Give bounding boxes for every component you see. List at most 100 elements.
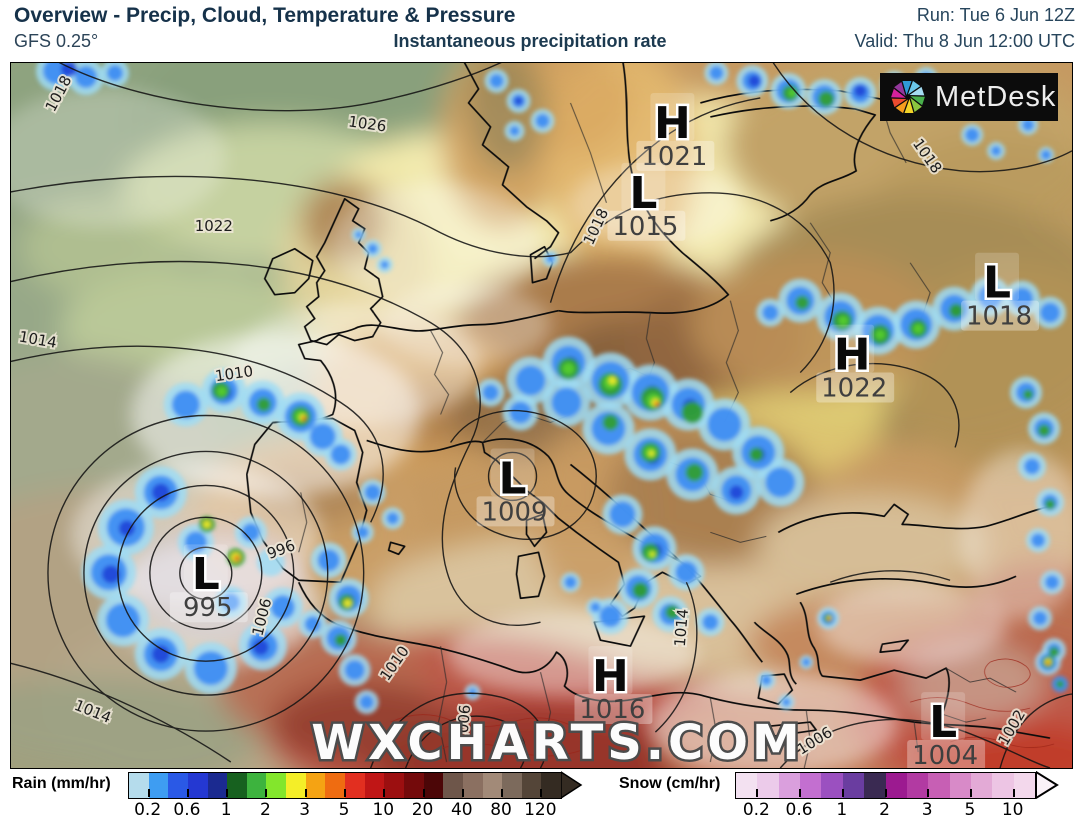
snow-tick-mark [884, 789, 887, 797]
rain-tick-label: 1 [220, 800, 232, 820]
rain-bar [128, 772, 562, 799]
snow-ticks: 0.2 0.6 1 2 3 5 10 [735, 800, 1034, 826]
rain-arrow [561, 771, 583, 799]
pressure-letter: H [654, 98, 691, 149]
rain-color-segment [502, 773, 522, 798]
pressure-letter: H [834, 330, 871, 381]
snow-tick-mark [927, 789, 930, 797]
snow-color-segment [864, 773, 886, 798]
isobar-label: 1006 [453, 704, 474, 744]
rain-color-segment [443, 773, 463, 798]
snow-color-segment [736, 773, 758, 798]
parameter-subtitle: Instantaneous precipitation rate [393, 31, 667, 51]
weather-map: 1018 1022 1026 1014 1010 996 1006 1018 1018 1014 1… [10, 62, 1073, 769]
metdesk-logo-text: MetDesk [935, 80, 1057, 113]
rain-color-segment [227, 773, 247, 798]
snow-arrow [1036, 771, 1059, 799]
snow-tick-label: 0.6 [785, 800, 813, 820]
rain-color-segment [286, 773, 306, 798]
rain-tick-label: 80 [490, 800, 512, 820]
snow-color-segment [757, 773, 779, 798]
model-label: GFS 0.25° [14, 31, 99, 51]
rain-color-segment [305, 773, 326, 798]
rain-tick-mark [344, 789, 346, 797]
page-title: Overview - Precip, Cloud, Temperature & … [14, 4, 516, 27]
rain-tick-mark [383, 789, 386, 797]
rain-color-segment [345, 773, 365, 798]
metdesk-pinwheel-icon [891, 80, 925, 114]
pressure-letter: H [592, 651, 629, 702]
pressure-value: 1021 [641, 142, 707, 172]
rain-tick-mark [265, 789, 268, 797]
snow-color-segment [992, 773, 1014, 798]
snow-legend-label: Snow (cm/hr) [619, 775, 721, 792]
rain-color-segment [246, 773, 267, 798]
isobar-label: 1022 [195, 217, 233, 235]
snow-tick-mark [799, 789, 802, 797]
rain-color-segment [403, 773, 424, 798]
isobar-layer [11, 63, 1072, 768]
pressure-value: 1004 [912, 741, 978, 768]
snow-color-segment [949, 773, 971, 798]
rain-tick-label: 10 [372, 800, 395, 820]
rain-tick-label: 40 [450, 800, 473, 820]
rain-color-segment [168, 773, 188, 798]
rain-tick-mark [147, 789, 150, 797]
rain-color-segment [207, 773, 228, 798]
snow-color-segment [928, 773, 950, 798]
snow-tick-label: 10 [1001, 800, 1024, 820]
snow-tick-mark [756, 789, 759, 797]
rain-tick-mark [501, 789, 504, 797]
pressure-letter: L [929, 697, 957, 748]
rain-tick-label: 0.6 [173, 800, 201, 820]
snow-color-segment [970, 773, 993, 798]
rain-tick-mark [186, 789, 189, 797]
snow-tick-mark [841, 789, 844, 797]
rain-color-segment [521, 773, 542, 798]
rain-legend-label: Rain (mm/hr) [12, 775, 111, 792]
rain-color-segment [148, 773, 169, 798]
rain-tick-mark [540, 789, 543, 797]
snow-tick-label: 5 [964, 800, 976, 820]
watermark: WXCHARTS.COM [311, 716, 803, 768]
snow-tick-mark [1012, 789, 1015, 797]
snow-tick-mark [969, 789, 972, 797]
map-canvas: 1018102210261014101099610061018101810141… [11, 63, 1072, 768]
rain-tick-mark [226, 789, 229, 797]
snow-color-segment [842, 773, 865, 798]
snow-color-segment [800, 773, 822, 798]
pressure-letter: L [983, 258, 1011, 309]
pressure-value: 1018 [966, 302, 1032, 332]
rain-tick-mark [304, 789, 307, 797]
rain-color-segment [482, 773, 503, 798]
snow-color-segment [821, 773, 843, 798]
isobar-label: 1014 [671, 608, 692, 648]
snow-color-segment [1013, 773, 1036, 798]
rain-color-segment [423, 773, 444, 798]
pressure-value: 1022 [821, 374, 887, 404]
rain-color-segment [384, 773, 404, 798]
rain-tick-label: 5 [338, 800, 350, 820]
rain-color-segment [266, 773, 287, 798]
snow-tick-label: 2 [879, 800, 890, 820]
rain-tick-label: 2 [260, 800, 271, 820]
rain-color-segment [187, 773, 208, 798]
temperature-contour-layer [390, 658, 1055, 757]
rain-ticks: 0.2 0.6 1 2 3 5 10 20 40 80 120 [128, 800, 560, 826]
rain-tick-mark [422, 789, 425, 797]
rain-color-segment [462, 773, 483, 798]
rain-tick-label: 20 [411, 800, 434, 820]
snow-color-segment [778, 773, 801, 798]
metdesk-logo: MetDesk [880, 73, 1058, 121]
rain-tick-label: 3 [299, 800, 311, 820]
rain-tick-label: 120 [524, 800, 557, 820]
